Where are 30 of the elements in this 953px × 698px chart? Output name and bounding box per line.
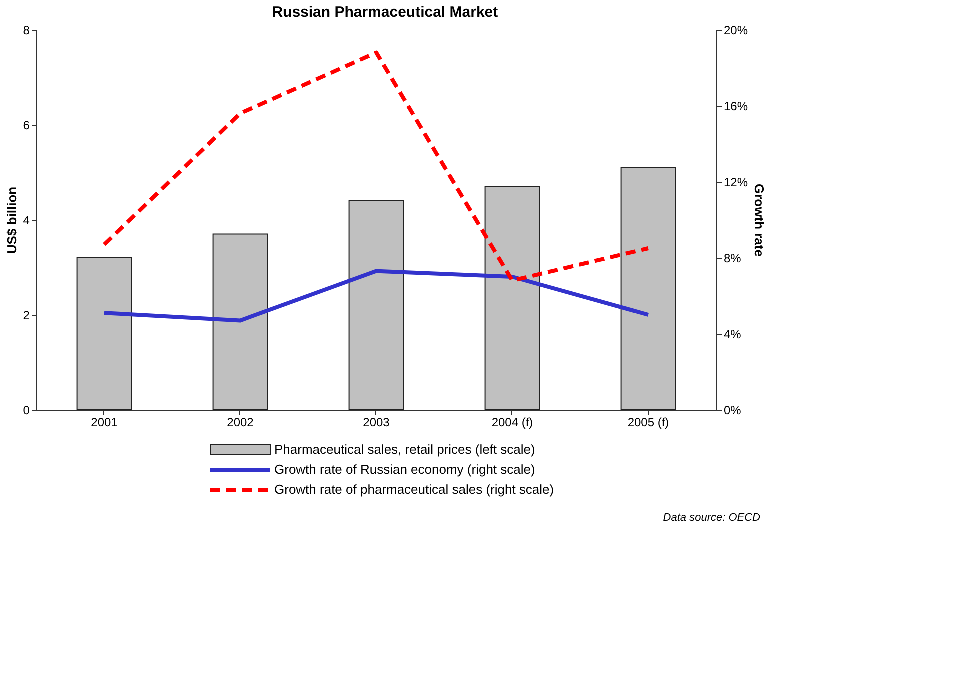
- bar: [76, 258, 132, 410]
- bar: [484, 186, 540, 410]
- x-tick-label: 2004 (f): [492, 416, 534, 430]
- bar: [212, 234, 268, 410]
- x-tick-label: 2002: [227, 416, 254, 430]
- y-tick-label: 6: [23, 118, 30, 132]
- legend-label: Growth rate of pharmaceutical sales (right scale): [274, 482, 554, 497]
- bar: [620, 167, 676, 410]
- source-note: Data source: OECD: [663, 512, 761, 524]
- y-tick-label: 2: [23, 308, 30, 322]
- y2-tick-label: 16%: [724, 100, 748, 114]
- x-tick-label: 2001: [91, 416, 118, 430]
- legend-label: Growth rate of Russian economy (right scale): [274, 462, 536, 477]
- y2-tick-label: 8%: [724, 252, 742, 266]
- y-axis-title: US$ billion: [4, 186, 20, 254]
- bar: [348, 200, 404, 410]
- y2-tick-label: 12%: [724, 176, 748, 190]
- y2-axis-title: Growth rate: [752, 184, 768, 257]
- y2-tick-label: 0%: [724, 404, 742, 418]
- chart-title: Russian Pharmaceutical Market: [272, 4, 498, 21]
- x-tick-label: 2005 (f): [628, 416, 670, 430]
- y-tick-label: 0: [23, 404, 30, 418]
- line-series: [102, 50, 650, 283]
- y-tick-label: 8: [23, 24, 30, 38]
- legend-label: Pharmaceutical sales, retail prices (left scale): [274, 442, 536, 457]
- y-tick-label: 4: [23, 214, 30, 228]
- y2-tick-label: 20%: [724, 24, 748, 38]
- line-series: [102, 269, 650, 323]
- x-tick-label: 2003: [363, 416, 390, 430]
- y2-tick-label: 4%: [724, 328, 742, 342]
